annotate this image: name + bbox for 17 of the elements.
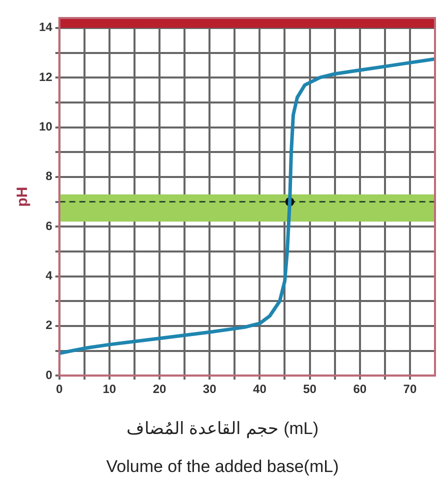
y-tick-label: 0 <box>46 368 53 382</box>
x-tick-label: 70 <box>403 382 417 396</box>
x-tick-label: 60 <box>353 382 367 396</box>
x-tick-label: 40 <box>253 382 267 396</box>
y-tick-label: 10 <box>38 120 53 134</box>
x-tick-label: 0 <box>56 382 64 396</box>
y-tick-label: 4 <box>46 268 53 283</box>
y-tick-label: 2 <box>46 318 53 332</box>
y-axis-title: pH <box>14 186 32 207</box>
x-tick-label: 10 <box>102 382 116 396</box>
y-tick-label: 14 <box>38 20 53 34</box>
x-tick-label: 20 <box>152 382 167 396</box>
y-tick-label: 6 <box>46 218 53 233</box>
y-tick-label: 12 <box>38 70 53 84</box>
y-tick-label: 8 <box>46 169 53 184</box>
x-tick-label: 30 <box>202 382 217 396</box>
x-tick-label: 50 <box>303 382 317 396</box>
